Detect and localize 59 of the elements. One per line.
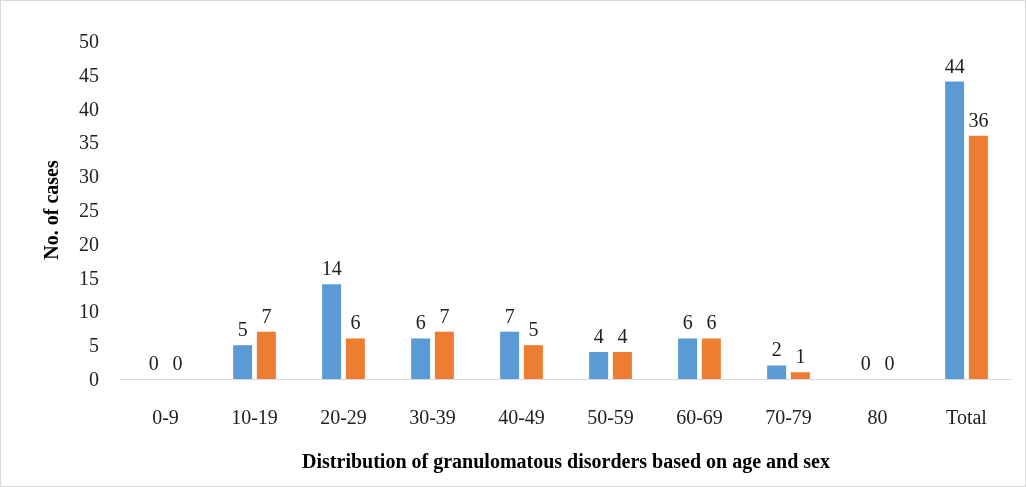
- data-label: 7: [504, 304, 515, 327]
- data-label: 6: [682, 311, 693, 334]
- bar: [612, 351, 632, 379]
- y-tick-label: 20: [79, 232, 99, 255]
- bar: [345, 338, 365, 379]
- y-tick-label: 10: [79, 300, 99, 323]
- x-tick-label: 60-69: [676, 406, 723, 428]
- bar: [322, 284, 342, 379]
- data-label: 7: [439, 304, 450, 327]
- data-label: 1: [795, 345, 806, 368]
- data-label: 4: [593, 324, 604, 347]
- y-tick-label: 0: [89, 368, 99, 390]
- x-tick-label: 10-19: [231, 406, 278, 428]
- y-tick-label: 5: [89, 334, 99, 357]
- bar: [411, 338, 431, 379]
- bar: [589, 351, 609, 379]
- bar: [968, 135, 988, 379]
- bar: [233, 345, 253, 379]
- x-tick-label: 0-9: [152, 406, 179, 428]
- bar: [678, 338, 698, 379]
- data-label: 36: [968, 108, 989, 131]
- bar: [701, 338, 721, 379]
- data-label: 0: [860, 352, 871, 374]
- x-tick-label: 40-49: [498, 406, 545, 428]
- data-label: 5: [528, 318, 539, 341]
- data-label: 6: [706, 311, 717, 334]
- data-label: 7: [261, 304, 272, 327]
- bar: [945, 81, 965, 379]
- y-tick-label: 25: [79, 199, 99, 221]
- data-label: 6: [415, 311, 426, 334]
- bar: [256, 331, 276, 379]
- data-label: 44: [944, 54, 965, 77]
- x-tick-label: 70-79: [765, 406, 812, 428]
- x-tick-label: 20-29: [320, 406, 367, 428]
- y-tick-label: 50: [79, 30, 99, 52]
- data-label: 0: [148, 352, 159, 374]
- data-label: 5: [237, 318, 248, 341]
- y-axis-title: No. of cases: [40, 160, 62, 260]
- bar: [500, 331, 520, 379]
- y-tick-label: 15: [79, 266, 99, 289]
- x-tick-label: 80: [867, 406, 888, 428]
- x-tick-label: 50-59: [587, 406, 634, 428]
- x-tick-label: Total: [946, 406, 988, 428]
- x-tick-label: 30-39: [409, 406, 456, 428]
- data-label: 0: [884, 352, 895, 374]
- x-axis-title: Distribution of granulomatous disorders based on age and sex: [302, 450, 830, 473]
- data-label: 2: [771, 338, 782, 361]
- y-tick-label: 35: [79, 131, 99, 154]
- data-label: 4: [617, 324, 628, 347]
- bar: [523, 345, 543, 379]
- data-label: 6: [350, 311, 361, 334]
- y-tick-label: 45: [79, 63, 99, 86]
- data-label: 0: [172, 352, 183, 374]
- bar: [767, 365, 787, 379]
- y-tick-label: 30: [79, 165, 99, 188]
- bar: [434, 331, 454, 379]
- y-tick-label: 40: [79, 97, 99, 120]
- data-label: 14: [321, 257, 342, 280]
- bar: [790, 372, 810, 379]
